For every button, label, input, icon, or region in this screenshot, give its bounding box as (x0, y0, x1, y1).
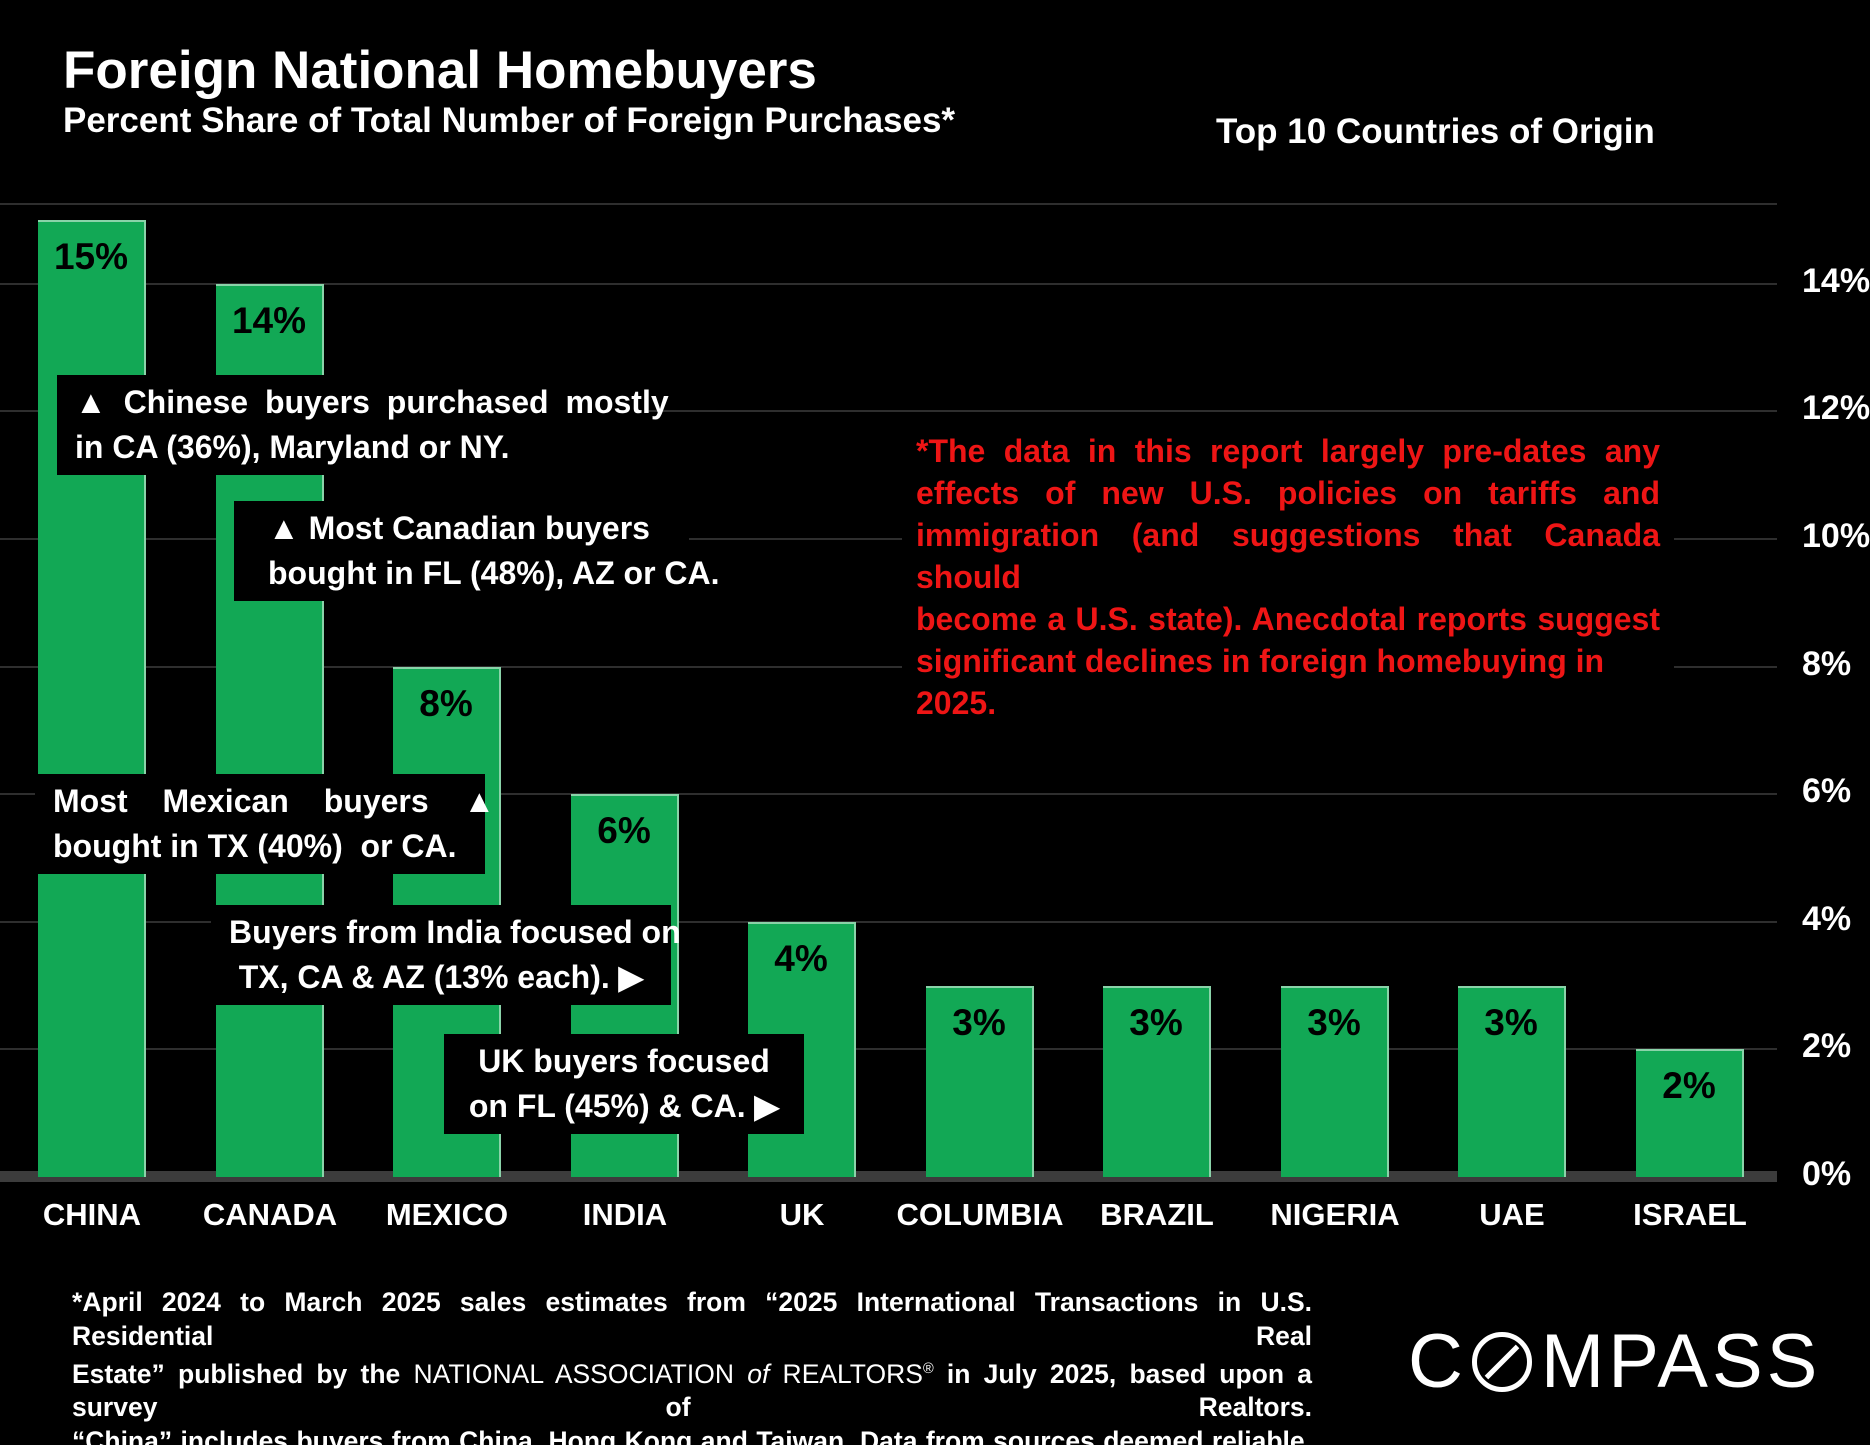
bar-value-brazil: 3% (1129, 1002, 1183, 1043)
footnote: *April 2024 to March 2025 sales estimate… (72, 1286, 1312, 1445)
gridline-6 (0, 793, 1777, 795)
gridline-12 (0, 410, 1777, 412)
logo-letter-c: C (1408, 1319, 1467, 1404)
callout-canada-line2: bought in FL (48%), AZ or CA. (268, 555, 720, 591)
compass-needle-o-icon (1471, 1331, 1532, 1392)
ytick-14: 14% (1802, 262, 1870, 300)
page-title: Foreign National Homebuyers (63, 41, 817, 100)
callout-india-line2: TX, CA & AZ (13% each). ▶ (238, 959, 644, 995)
xlabel-mexico: MEXICO (385, 1197, 509, 1232)
bar-value-canada: 14% (231, 300, 307, 341)
disclaimer-line: become a U.S. state). Anecdotal reports … (916, 601, 1660, 637)
ytick-4: 4% (1802, 900, 1852, 938)
callout-mexico-line1: Most Mexican buyers ▲ (53, 783, 496, 819)
callout-china-line2: in CA (36%), Maryland or NY. (75, 429, 510, 465)
chart-right-title: Top 10 Countries of Origin (1216, 112, 1655, 151)
compass-logo: C MPASS (1408, 1318, 1821, 1405)
callout-uk: UK buyers focused on FL (45%) & CA. ▶ (444, 1034, 804, 1134)
gridline-14 (0, 283, 1777, 285)
disclaimer-line: immigration (and suggestions that Canada… (916, 517, 1669, 595)
x-axis-line (0, 1171, 1777, 1182)
bar-value-uk: 4% (774, 938, 828, 979)
callout-canada-line1: ▲ Most Canadian buyers (268, 510, 650, 546)
xlabel-columbia: COLUMBIA (896, 1197, 1064, 1232)
xlabel-nigeria: NIGERIA (1270, 1197, 1400, 1232)
callout-china-line1: ▲ Chinese buyers purchased mostly (75, 384, 669, 420)
xlabel-brazil: BRAZIL (1100, 1197, 1214, 1232)
logo-letters-mpass: MPASS (1540, 1319, 1822, 1404)
disclaimer-note: *The data in this report largely pre-dat… (902, 426, 1674, 728)
xlabel-uk: UK (779, 1197, 825, 1232)
xlabel-china: CHINA (42, 1197, 142, 1232)
gridline-2 (0, 1048, 1777, 1050)
xlabel-india: INDIA (582, 1197, 668, 1232)
bar-value-israel: 2% (1662, 1065, 1716, 1106)
bar-columbia: 3% (926, 986, 1034, 1177)
ytick-12: 12% (1802, 389, 1870, 427)
bar-value-china: 15% (53, 236, 129, 277)
callout-india: Buyers from India focused on TX, CA & AZ… (211, 905, 681, 1005)
bar-value-india: 6% (597, 810, 651, 851)
xlabel-israel: ISRAEL (1633, 1197, 1747, 1232)
callout-canada: ▲ Most Canadian buyers bought in FL (48%… (234, 501, 720, 601)
bar-china: 15% (38, 220, 146, 1177)
nar-text: REALTORS (769, 1358, 923, 1389)
gridline-10 (0, 538, 1777, 540)
callout-uk-line1: UK buyers focused (478, 1043, 770, 1079)
callout-mexico: Most Mexican buyers ▲ bought in TX (40%)… (35, 774, 496, 874)
bar-israel: 2% (1636, 1049, 1744, 1177)
registered-mark: ® (922, 1361, 934, 1377)
bar-value-uae: 3% (1484, 1002, 1538, 1043)
disclaimer-line: *The data in this report largely pre-dat… (916, 433, 1660, 469)
nar-of: of (747, 1358, 770, 1389)
ytick-0: 0% (1802, 1155, 1852, 1193)
gridline-8 (0, 666, 1777, 668)
callout-india-line1: Buyers from India focused on (229, 914, 681, 950)
bar-brazil: 3% (1103, 986, 1211, 1177)
bar-value-mexico: 8% (419, 683, 473, 724)
plot-top-border (0, 203, 1777, 205)
disclaimer-line: effects of new U.S. policies on tariffs … (916, 475, 1660, 511)
callout-mexico-line2: bought in TX (40%) or CA. (53, 828, 457, 864)
gridline-4 (0, 921, 1777, 923)
xlabel-uae: UAE (1479, 1197, 1545, 1232)
bar-value-columbia: 3% (952, 1002, 1006, 1043)
page-subtitle: Percent Share of Total Number of Foreign… (63, 101, 956, 140)
bar-uae: 3% (1458, 986, 1566, 1177)
footnote-line1: *April 2024 to March 2025 sales estimate… (72, 1287, 1320, 1351)
ytick-2: 2% (1802, 1027, 1852, 1065)
callout-uk-line2: on FL (45%) & CA. ▶ (468, 1088, 780, 1124)
bar-nigeria: 3% (1281, 986, 1389, 1177)
bar-value-nigeria: 3% (1307, 1002, 1361, 1043)
ytick-6: 6% (1802, 772, 1852, 810)
footnote-line2: Estate” published by the NATIONAL ASSOCI… (72, 1358, 1320, 1423)
disclaimer-line: significant declines in foreign homebuyi… (916, 643, 1613, 721)
callout-china: ▲ Chinese buyers purchased mostly in CA … (57, 375, 669, 475)
ytick-10: 10% (1802, 517, 1870, 555)
xlabel-canada: CANADA (202, 1197, 338, 1232)
ytick-8: 8% (1802, 645, 1852, 683)
nar-text: NATIONAL ASSOCIATION (413, 1358, 748, 1389)
footnote-line3: “China” includes buyers from China, Hong… (72, 1425, 1312, 1445)
